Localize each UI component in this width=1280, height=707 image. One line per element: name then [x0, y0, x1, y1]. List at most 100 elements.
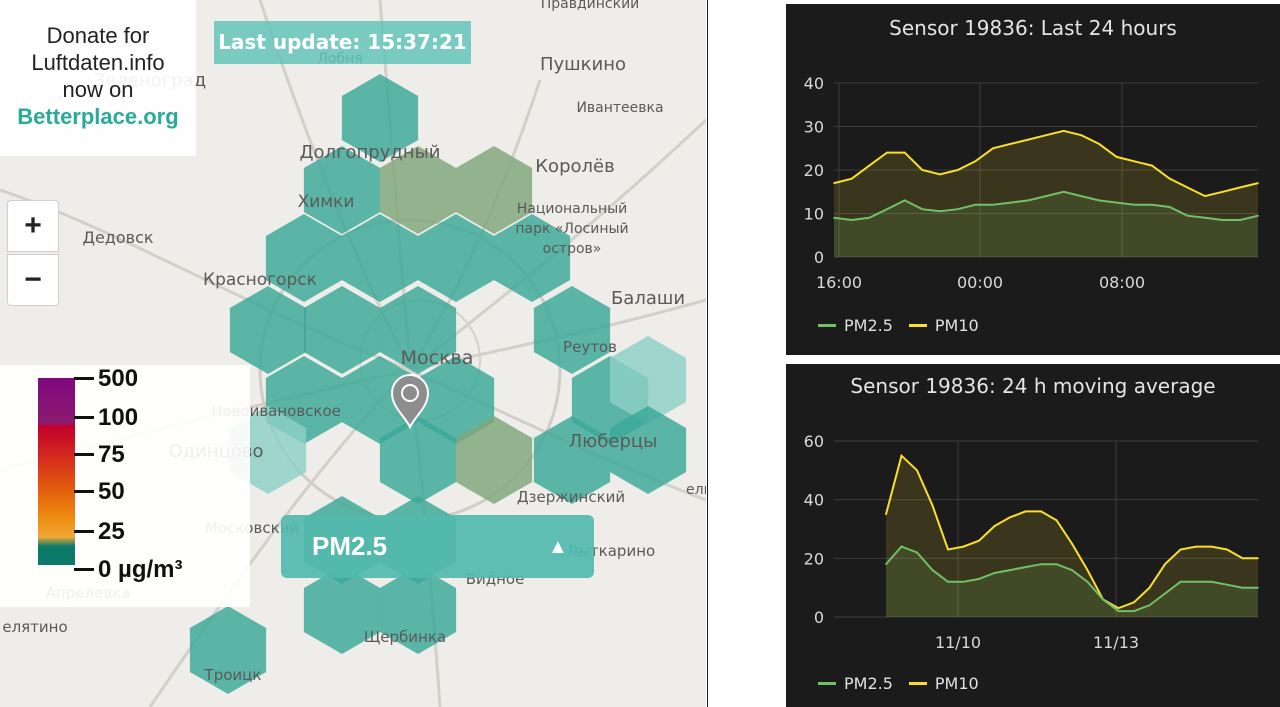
legend-label: PM2.5: [844, 674, 893, 693]
y-tick-label: 0: [814, 248, 824, 267]
data-point: [1179, 581, 1182, 583]
data-point: [921, 208, 924, 210]
sensor-hexagon: [609, 336, 687, 424]
data-point: [885, 513, 887, 516]
y-tick-label: 40: [804, 74, 824, 93]
sensor-hexagon: [417, 214, 495, 302]
x-tick-label: 08:00: [1099, 273, 1145, 292]
data-point: [978, 539, 980, 542]
data-point: [1133, 610, 1135, 612]
sensor-hexagon: [533, 416, 611, 504]
pm-selector-button[interactable]: PM2.5 ▲: [281, 515, 594, 578]
data-point: [931, 569, 934, 571]
x-tick-label: 11/10: [935, 633, 981, 652]
zoom-in-button[interactable]: +: [7, 200, 59, 252]
place-label: Дзержинский: [517, 488, 625, 506]
data-point: [1055, 563, 1058, 565]
map-pin-icon[interactable]: [390, 374, 430, 430]
data-point: [921, 169, 924, 171]
color-scale-bar: [38, 378, 75, 565]
sensor-hexagon: [229, 286, 307, 374]
donate-link[interactable]: Betterplace.org: [17, 104, 179, 129]
data-point: [1168, 206, 1171, 208]
data-point: [850, 177, 853, 180]
data-point: [885, 563, 887, 565]
data-point: [1133, 160, 1136, 163]
legend-item-pm10[interactable]: PM10: [908, 316, 979, 335]
air-quality-map[interactable]: ЛобняПушкиноИвантеевкаДолгопрудныйКоролё…: [0, 0, 706, 707]
panel-divider: [707, 0, 708, 707]
data-point: [1257, 557, 1259, 560]
data-point: [1062, 130, 1065, 132]
chart-moving-average: 0 20 40 60 11/10 11/13: [804, 432, 1259, 652]
data-point: [993, 572, 996, 574]
legend-label: PM10: [934, 674, 979, 693]
data-point: [1062, 190, 1065, 193]
zoom-out-button[interactable]: −: [7, 254, 59, 306]
sensor-hexagon: [265, 214, 343, 302]
scale-tick: [74, 377, 94, 380]
data-point: [850, 219, 853, 221]
data-point: [1133, 204, 1136, 206]
data-point: [1151, 204, 1153, 206]
data-point: [1239, 219, 1242, 221]
data-point: [993, 525, 996, 527]
legend-item-pm25[interactable]: PM2.5: [818, 674, 893, 693]
scale-tick: [74, 530, 94, 533]
data-point: [868, 217, 871, 219]
data-point: [1210, 581, 1213, 583]
place-label: Пушкино: [540, 54, 626, 75]
data-point: [1186, 214, 1189, 217]
donate-text-2: Luftdaten.info: [31, 50, 165, 75]
place-label: Москва: [401, 347, 474, 369]
legend-item-pm10[interactable]: PM10: [908, 674, 979, 693]
legend-swatch: [908, 682, 927, 685]
data-point: [1195, 581, 1197, 583]
data-point: [1080, 195, 1083, 197]
scale-tick: [74, 416, 94, 419]
donate-text-3: now on: [62, 77, 134, 102]
data-point: [1164, 592, 1166, 595]
data-point: [974, 204, 977, 206]
y-tick-label: 0: [814, 608, 824, 627]
data-point: [1226, 548, 1228, 551]
place-label: Национальный: [517, 201, 628, 217]
data-point: [931, 504, 934, 507]
data-point: [962, 545, 965, 548]
y-tick-label: 30: [804, 118, 824, 137]
scale-label-100: 100: [98, 404, 139, 431]
data-point: [1241, 557, 1244, 560]
scale-label-500: 500: [98, 365, 139, 392]
place-label: остров»: [543, 241, 602, 257]
data-point: [1071, 569, 1073, 571]
place-label: ельная: [686, 482, 706, 498]
data-point: [1009, 516, 1011, 519]
data-point: [868, 164, 871, 167]
chart-panel-moving-average: Sensor 19836: 24 h moving average 0 20 40 6…: [786, 364, 1280, 707]
pm-selector-label: PM2.5: [312, 531, 388, 561]
data-point: [1226, 583, 1228, 586]
data-point: [916, 551, 918, 554]
data-point: [900, 545, 903, 548]
data-point: [1009, 569, 1011, 571]
sensor-hexagon: [341, 74, 419, 162]
data-point: [1164, 563, 1166, 565]
sensor-hexagon: [533, 286, 611, 374]
place-label: Долгопрудный: [299, 142, 440, 163]
data-point: [1086, 569, 1089, 571]
data-point: [1168, 177, 1171, 180]
data-point: [974, 160, 977, 163]
donate-text-1: Donate for: [46, 23, 150, 48]
legend-swatch: [908, 324, 927, 327]
legend-item-pm25[interactable]: PM2.5: [818, 316, 893, 335]
chart-panel-last-24h: Sensor 19836: Last 24 hours 0 10 20 30 40 16:…: [786, 4, 1280, 355]
place-label: Реутов: [563, 338, 617, 356]
data-point: [939, 173, 941, 176]
data-point: [900, 454, 903, 457]
data-point: [833, 217, 835, 219]
data-point: [1221, 190, 1224, 193]
data-point: [962, 581, 965, 583]
data-point: [1045, 134, 1047, 136]
y-tick-label: 20: [804, 549, 824, 568]
legend-swatch: [818, 324, 836, 327]
